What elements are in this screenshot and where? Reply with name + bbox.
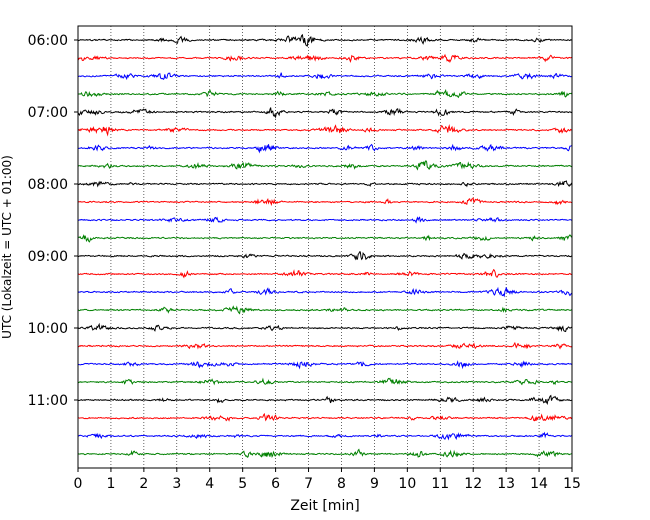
- x-tick-label-1: 1: [106, 476, 115, 492]
- trace-7: [77, 143, 573, 154]
- trace-16: [77, 305, 573, 315]
- x-tick-label-11: 11: [431, 476, 449, 492]
- trace-9: [77, 180, 573, 188]
- x-tick-label-6: 6: [271, 476, 280, 492]
- trace-21: [77, 394, 573, 405]
- trace-2: [77, 53, 573, 64]
- trace-8: [77, 159, 573, 171]
- trace-5: [77, 107, 573, 119]
- trace-10: [77, 197, 573, 207]
- x-tick-label-5: 5: [238, 476, 247, 492]
- trace-19: [77, 360, 573, 370]
- trace-20: [77, 377, 573, 386]
- x-tick-label-14: 14: [530, 476, 548, 492]
- x-tick-label-15: 15: [563, 476, 581, 492]
- trace-12: [77, 234, 573, 243]
- plot-frame: [77, 25, 573, 469]
- y-axis-label: UTC (Lokalzeit = UTC + 01:00): [0, 155, 14, 339]
- x-tick-label-12: 12: [464, 476, 482, 492]
- y-tick-label-10:00: 10:00: [28, 321, 68, 337]
- x-tick-label-10: 10: [398, 476, 416, 492]
- seismogram-traces: [77, 33, 573, 459]
- trace-24: [77, 448, 573, 459]
- trace-23: [77, 431, 573, 441]
- x-tick-label-2: 2: [139, 476, 148, 492]
- trace-18: [77, 341, 573, 350]
- trace-13: [78, 251, 573, 261]
- y-tick-label-07:00: 07:00: [28, 105, 68, 121]
- x-axis-ticks: 0 1 2 3 4 5 6 7 8 9 10 11 12 13 14 15: [74, 468, 581, 492]
- trace-17: [77, 322, 573, 333]
- trace-11: [77, 216, 572, 224]
- x-axis-label: Zeit [min]: [290, 498, 359, 514]
- x-tick-label-4: 4: [205, 476, 214, 492]
- trace-15: [77, 286, 573, 298]
- trace-3: [77, 72, 573, 81]
- x-tick-label-3: 3: [172, 476, 181, 492]
- trace-4: [77, 88, 573, 99]
- y-tick-label-11:00: 11:00: [28, 393, 68, 409]
- y-tick-label-06:00: 06:00: [28, 33, 68, 49]
- x-tick-label-8: 8: [337, 476, 346, 492]
- y-tick-label-08:00: 08:00: [28, 177, 68, 193]
- trace-14: [77, 268, 573, 279]
- x-tick-label-13: 13: [497, 476, 515, 492]
- x-tick-label-7: 7: [304, 476, 313, 492]
- x-tick-label-0: 0: [74, 476, 83, 492]
- x-tick-label-9: 9: [370, 476, 379, 492]
- trace-22: [77, 412, 573, 422]
- trace-6: [77, 123, 573, 137]
- trace-1: [77, 33, 573, 47]
- plot-area-background: [78, 26, 572, 468]
- y-tick-label-09:00: 09:00: [28, 249, 68, 265]
- y-axis-ticks: 06:00 07:00 08:00 09:00 10:00 11:00: [28, 33, 78, 409]
